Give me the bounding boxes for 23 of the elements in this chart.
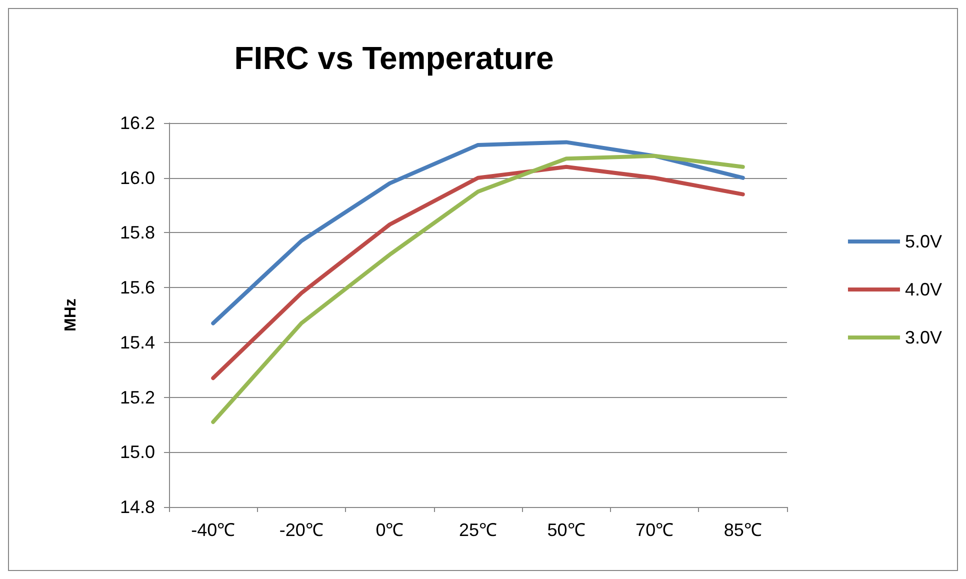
x-tick-label: 50℃ (547, 520, 586, 540)
y-tick-label: 15.6 (120, 278, 155, 298)
x-tick-label: 0℃ (376, 520, 404, 540)
y-tick-label: 14.8 (120, 497, 155, 517)
x-tick-label: 70℃ (636, 520, 674, 540)
chart-title: FIRC vs Temperature (234, 40, 554, 76)
line-series (211, 154, 745, 424)
line-series (211, 140, 745, 326)
legend-label: 5.0V (904, 232, 942, 252)
x-tick-label: -20℃ (279, 520, 324, 540)
y-tick-label: 16.0 (120, 168, 155, 188)
y-tick-label: 15.4 (120, 332, 155, 352)
y-tick-label: 15.2 (120, 387, 155, 408)
x-tick-label: 25℃ (458, 520, 498, 540)
legend-label: 3.0V (904, 328, 942, 348)
y-tick-label: 16.2 (120, 113, 155, 133)
y-axis-title: MHz (62, 298, 80, 332)
y-tick-label: 15.0 (120, 442, 155, 462)
x-tick-label: -40℃ (191, 520, 236, 540)
y-tick-label: 15.8 (120, 222, 155, 243)
line-series (211, 164, 745, 380)
x-tick-label: 85℃ (724, 520, 762, 540)
legend-label: 4.0V (904, 280, 942, 300)
